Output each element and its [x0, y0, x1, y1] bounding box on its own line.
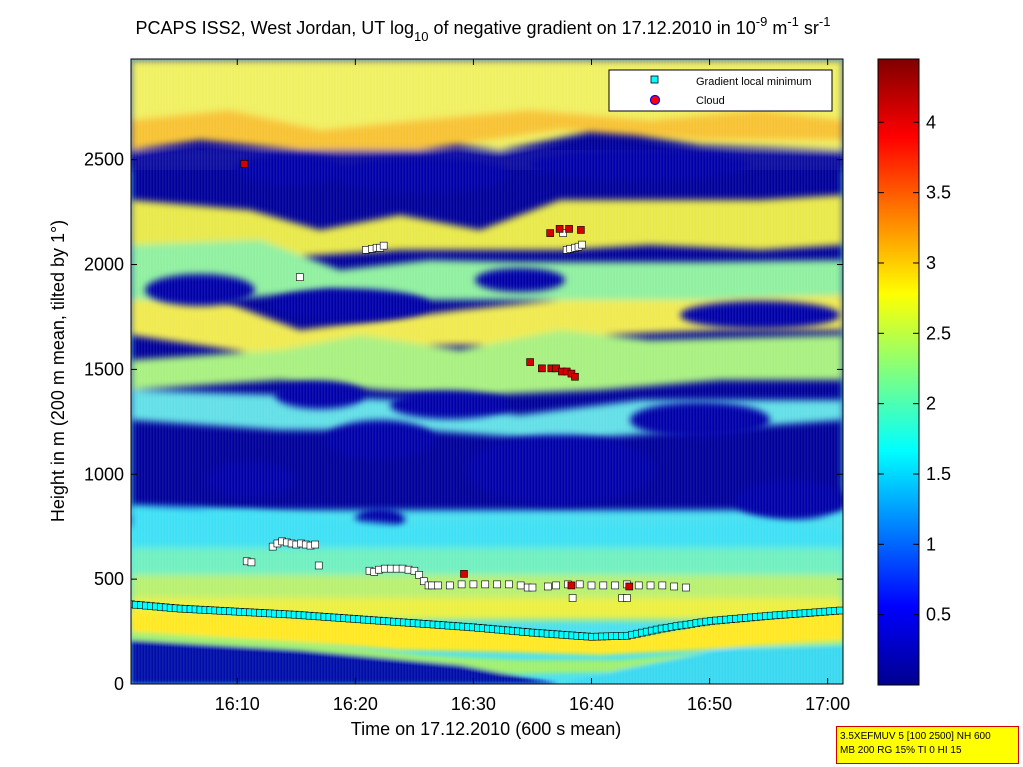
info-box: 3.5XEFMUV 5 [100 2500] NH 600 MB 200 RG … [836, 726, 1019, 764]
gradient-minimum-upper-marker [587, 581, 596, 590]
x-tick-label: 16:50 [687, 694, 732, 714]
y-tick-label: 1500 [84, 359, 124, 379]
cloud-marker [567, 581, 576, 590]
y-tick-label: 0 [114, 674, 124, 694]
gradient-minimum-upper-marker [516, 581, 525, 590]
colorbar-tick-label: 0.5 [926, 605, 951, 625]
gradient-minimum-upper-marker [420, 577, 428, 586]
gradient-minimum-upper-marker [611, 581, 619, 590]
gradient-minimum-upper-marker [552, 581, 560, 590]
gradient-minimum-upper-marker [568, 594, 577, 602]
chart-title: PCAPS ISS2, West Jordan, UT log10 of neg… [136, 14, 831, 44]
legend: Gradient local minimum Cloud [608, 69, 833, 112]
cloud-marker [555, 225, 564, 233]
legend-marker-cloud [649, 94, 661, 106]
gradient-minimum-upper-marker [575, 580, 584, 589]
cloud-marker [460, 570, 468, 578]
legend-marker-gradient-minimum [650, 75, 659, 84]
colorbar-tick-label: 1.5 [926, 464, 951, 484]
cloud-marker [625, 582, 634, 591]
y-tick-label: 1000 [84, 464, 124, 484]
gradient-minimum-upper-marker [469, 580, 478, 589]
gradient-minimum-upper-marker [296, 273, 304, 281]
x-tick-label: 16:20 [333, 694, 378, 714]
x-axis: 16:10 16:20 16:30 16:40 16:50 17:00 [215, 59, 850, 714]
gradient-minimum-upper-marker [528, 583, 537, 592]
cloud-marker [577, 226, 585, 234]
x-axis-label: Time on 17.12.2010 (600 s mean) [351, 719, 622, 739]
colorbar-tick-label: 3 [926, 253, 936, 273]
colorbar-tick-label: 2.5 [926, 323, 951, 343]
colorbar: 0.5 1 1.5 2 2.5 3 3.5 4 [877, 58, 951, 686]
gradient-minimum-upper-marker [457, 580, 466, 589]
gradient-minimum-upper-marker [481, 580, 490, 589]
legend-label-cloud: Cloud [696, 95, 725, 107]
y-tick-label: 500 [94, 569, 124, 589]
y-tick-label: 2500 [84, 150, 124, 170]
cloud-marker [565, 225, 573, 233]
plot-frame [130, 58, 844, 685]
gradient-minimum-upper-marker [410, 566, 419, 575]
gradient-minimum-upper-marker [670, 582, 678, 591]
gradient-minimum-marker [836, 606, 843, 615]
gradient-minimum-upper-marker [544, 582, 552, 591]
colorbar-ticks: 0.5 1 1.5 2 2.5 3 3.5 4 [878, 112, 951, 625]
gradient-minimum-upper-marker [379, 241, 388, 250]
gradient-minimum-upper-marker [682, 583, 690, 592]
cloud-markers [240, 160, 634, 591]
colorbar-tick-label: 2 [926, 394, 936, 414]
gradient-minimum-upper-marker [599, 581, 608, 590]
gradient-minimum-upper-marker [493, 580, 501, 589]
heatmap [131, 59, 843, 684]
gradient-minimum-upper-marker [314, 561, 323, 570]
x-tick-label: 16:40 [569, 694, 614, 714]
gradient-minimum-upper-marker [634, 581, 643, 590]
gradient-minimum-upper-marker [415, 571, 423, 579]
y-axis: 0 500 1000 1500 2000 2500 [84, 150, 843, 694]
gradient-minimum-upper-marker [578, 240, 586, 249]
gradient-minimum-upper-marker [247, 558, 256, 567]
cloud-marker [538, 364, 546, 373]
cloud-marker [240, 160, 249, 168]
gradient-minima-markers [131, 600, 843, 641]
gradient-minimum-upper-marker [446, 581, 454, 590]
info-line-1: 3.5XEFMUV 5 [100 2500] NH 600 [840, 731, 991, 742]
x-tick-label: 17:00 [805, 694, 850, 714]
colorbar-gradient [877, 58, 920, 686]
y-tick-label: 2000 [84, 255, 124, 275]
cloud-marker [546, 229, 554, 237]
y-axis-label: Height in m (200 m mean, tilted by 1°) [48, 220, 68, 522]
x-tick-label: 16:30 [451, 694, 496, 714]
gradient-minimum-upper-marker [505, 580, 513, 589]
x-tick-label: 16:10 [215, 694, 260, 714]
legend-label-gradient-minimum: Gradient local minimum [696, 76, 812, 88]
cloud-marker [526, 358, 534, 366]
gradient-minimum-upper-marker [658, 581, 667, 590]
cloud-marker [571, 372, 579, 381]
colorbar-tick-label: 4 [926, 112, 936, 132]
colorbar-tick-label: 3.5 [926, 183, 951, 203]
gradient-minimum-upper-marker [623, 594, 631, 602]
gradient-minimum-upper-marker [646, 581, 655, 590]
gradient-minimum-upper-marker [434, 581, 442, 590]
info-line-2: MB 200 RG 15% TI 0 HI 15 [840, 745, 962, 756]
colorbar-tick-label: 1 [926, 534, 936, 554]
gradient-minimum-upper-marker [311, 540, 319, 549]
